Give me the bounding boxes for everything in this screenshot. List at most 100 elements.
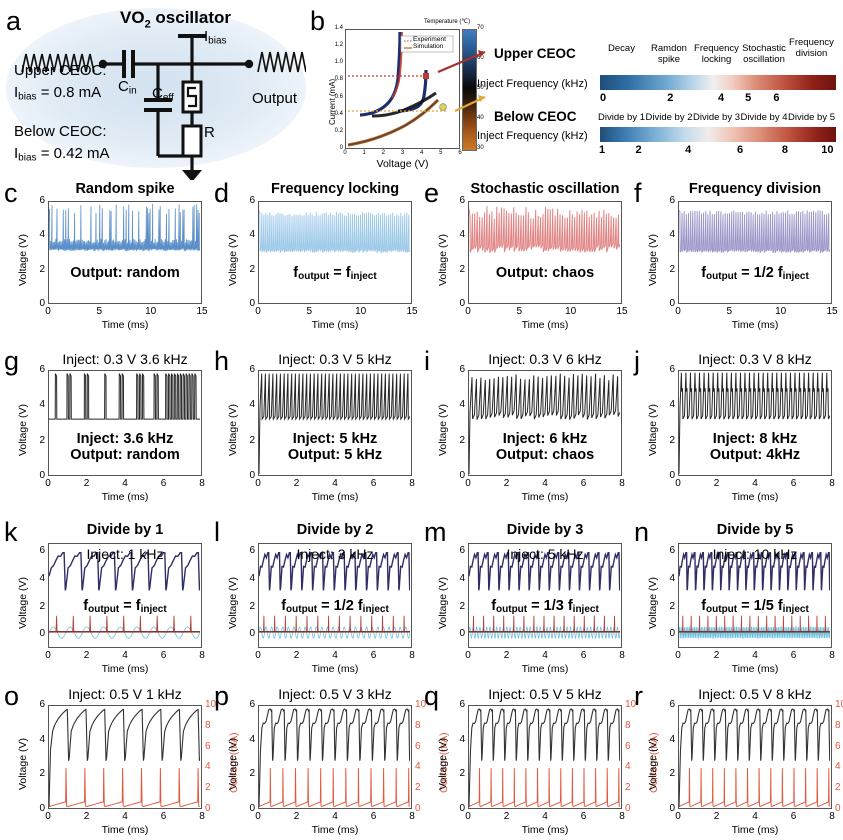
panel-ylabel-l: Voltage (V) (227, 576, 239, 629)
panel-annotation2-g: Output: random (70, 447, 180, 464)
panel-ytick-o: 0 (39, 803, 45, 814)
trace (469, 768, 620, 807)
panel-xlabel-o: Time (ms) (101, 824, 149, 836)
label-ceff: Ceff (152, 85, 174, 104)
below-ib: I (14, 145, 19, 162)
panel-xtick-d: 10 (355, 306, 367, 317)
panel-ytick2-q: 8 (625, 719, 631, 731)
panel-b-xtick: 0 (343, 150, 347, 156)
panel-ytick2-q: 4 (625, 761, 631, 773)
panel-plot-g (48, 370, 202, 476)
panel-title-m: Divide by 3 (506, 522, 584, 538)
panel-subtitle-m: Inject: 5 kHz (506, 546, 584, 562)
panel-ytick-h: 0 (249, 470, 255, 481)
panel-plot-c (48, 201, 202, 304)
panel-ytick2-r: 6 (835, 740, 841, 752)
panel-b-legend-simulation: Simulation (413, 43, 444, 50)
panel-annotation-m: foutput = 1/3 finject (491, 597, 599, 615)
panel-ytick-l: 2 (249, 600, 255, 612)
waveform-g (49, 373, 200, 420)
panel-xtick-l: 0 (255, 650, 261, 661)
panel-xtick-k: 6 (160, 650, 167, 661)
trace (259, 708, 410, 807)
upper-ceoc-line2: Ibias = 0.8 mA (14, 84, 101, 103)
panel-plot-i (468, 370, 622, 476)
panel-ytick-e: 2 (459, 263, 465, 275)
colorbar-bottom-label: Divide by 3 (693, 112, 740, 123)
panel-xtick-n: 8 (829, 650, 835, 661)
trace (469, 615, 620, 633)
output-waveform-icon (257, 51, 306, 73)
panel-b-xtick: 1 (362, 150, 366, 156)
panel-ytick-g: 4 (39, 399, 45, 411)
panel-letter-l: l (214, 517, 220, 547)
panel-plot-p (258, 705, 412, 809)
panel-ytick-j: 0 (669, 470, 675, 481)
panel-xtick-f: 15 (826, 306, 838, 317)
panel-b-iv-curve (347, 31, 454, 147)
panel-ytick2-o: 10 (205, 699, 217, 710)
colorbar-bottom-tick: 8 (781, 144, 788, 156)
panel-letter-d: d (214, 178, 230, 208)
panel-xtick-e: 10 (565, 306, 577, 317)
panel-b-cbar-tick: 40 (477, 115, 484, 121)
panel-ytick2-o: 2 (205, 782, 211, 794)
panel-ytick-n: 6 (669, 545, 675, 557)
panel-ytick-i: 0 (459, 470, 465, 481)
resistor-icon (181, 124, 203, 158)
panel-plot-k (48, 543, 202, 648)
colorbar-top-prefix: Inject Frequency (kHz) (477, 78, 588, 90)
panel-ytick-g: 2 (39, 434, 45, 446)
panel-xtick-c: 15 (196, 306, 208, 317)
panel-title-l: Divide by 2 (296, 522, 374, 538)
panel-ytick-n: 2 (669, 600, 675, 612)
panel-letter-a: a (6, 6, 22, 36)
colorbar-top-tick: 4 (717, 92, 725, 104)
colorbar-top-tick: 2 (667, 92, 674, 104)
panel-xtick-l: 4 (332, 650, 338, 661)
panel-ylabel-p: Voltage (V) (227, 738, 239, 790)
panel-subtitle-k: Inject: 1 kHz (86, 546, 164, 562)
panel-ytick-l: 4 (249, 572, 255, 584)
panel-xtick-m: 2 (503, 650, 510, 661)
panel-xtick-j: 4 (752, 478, 758, 489)
panel-xtick-l: 6 (370, 650, 377, 661)
panel-annotation-d: foutput = finject (293, 264, 377, 283)
panel-xtick-k: 4 (122, 650, 128, 661)
panel-title-n: Divide by 5 (716, 522, 794, 538)
waveform-h (259, 373, 410, 474)
waveform-f (679, 210, 830, 254)
upper-ib-sub: bias (18, 91, 37, 103)
panel-xtick-r: 6 (790, 811, 797, 822)
panel-ytick-m: 2 (459, 600, 465, 612)
panel-xtick-j: 6 (790, 478, 797, 489)
panel-ytick-e: 4 (459, 229, 465, 241)
panel-annotation1-i: Inject: 6 kHz (502, 431, 588, 448)
panel-a-circuit (21, 34, 306, 180)
panel-ytick-f: 0 (669, 298, 675, 309)
panel-xtick-p: 4 (332, 811, 338, 822)
label-ibias: Ibias (204, 28, 227, 47)
panel-ytick-h: 4 (249, 399, 255, 411)
colorbar-bottom-tick: 6 (736, 144, 744, 156)
panel-annotation1-g: Inject: 3.6 kHz (76, 431, 174, 448)
panel-ytick-p: 0 (249, 803, 255, 814)
panel-xtick-r: 0 (675, 811, 681, 822)
panel-ytick2-r: 10 (835, 699, 843, 710)
panel-title-c: Random spike (75, 181, 175, 197)
colorbar-bottom (600, 127, 836, 142)
panel-ytick2-p: 2 (415, 782, 421, 794)
panel-xtick-q: 6 (580, 811, 587, 822)
waveform-j (679, 372, 830, 474)
panel-ytick-i: 6 (459, 364, 465, 375)
panel-title-f: Frequency division (688, 181, 822, 197)
panel-letter-m: m (424, 517, 447, 547)
panel-xtick-r: 4 (752, 811, 758, 822)
panel-letter-r: r (634, 681, 643, 711)
ibias-text: I (204, 28, 209, 45)
panel-ytick2-o: 4 (205, 761, 211, 773)
waveform-p (259, 708, 410, 807)
panel-ytick2-q: 10 (625, 699, 637, 710)
panel-ylabel-g: Voltage (V) (17, 404, 29, 456)
panel-a-glow (6, 8, 306, 168)
